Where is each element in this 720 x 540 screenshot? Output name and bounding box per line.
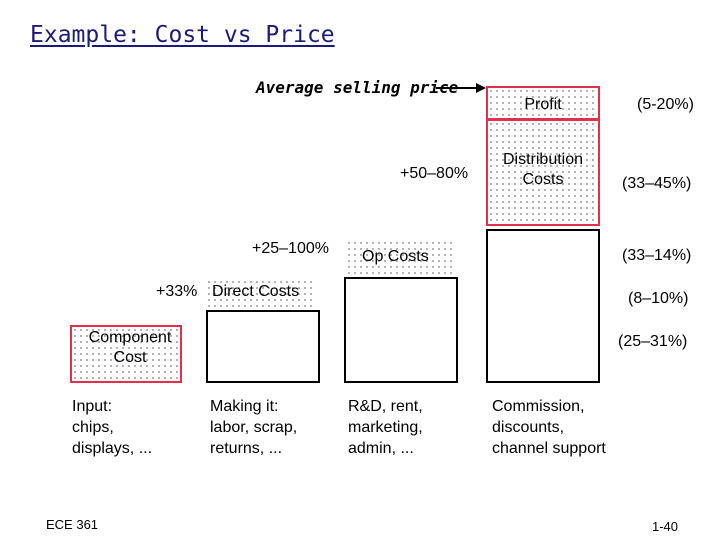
footer-page-number: 1-40 — [652, 519, 679, 534]
column-2-box — [206, 310, 320, 383]
column-4-box — [486, 229, 600, 383]
component-cost-box — [70, 325, 182, 383]
markup-direct-costs: +33% — [156, 283, 198, 300]
direct-costs-label: Direct Costs — [212, 283, 300, 300]
pct-op-costs: (33–14%) — [622, 247, 692, 264]
op-costs-band — [346, 240, 454, 274]
average-selling-price-label: Average selling price — [256, 78, 459, 97]
markup-op-costs: +25–100% — [252, 240, 329, 257]
pct-profit: (5-20%) — [637, 96, 694, 113]
pct-direct-costs: (8–10%) — [628, 290, 689, 307]
op-costs-label: Op Costs — [362, 248, 429, 265]
profit-box: Profit — [486, 86, 600, 120]
distribution-costs-label: Distribution Costs — [502, 151, 584, 188]
direct-costs-band — [206, 279, 316, 307]
profit-label: Profit — [524, 96, 562, 113]
slide-title: Example: Cost vs Price — [30, 22, 335, 48]
column-3-box — [344, 277, 458, 383]
markup-distribution: +50–80% — [400, 165, 469, 182]
desc-rnd: R&D, rent, marketing, admin, ... — [348, 398, 423, 457]
distribution-costs-box: Distribution Costs — [486, 119, 600, 226]
pct-distribution: (33–45%) — [622, 175, 692, 192]
arrow-icon — [436, 83, 486, 93]
footer-course: ECE 361 — [46, 517, 99, 532]
desc-input: Input: chips, displays, ... — [72, 398, 153, 457]
component-cost-label: Component Cost — [88, 329, 172, 366]
pct-component: (25–31%) — [618, 333, 688, 350]
desc-making: Making it: labor, scrap, returns, ... — [210, 398, 298, 457]
desc-commission: Commission, discounts, channel support — [492, 398, 606, 457]
